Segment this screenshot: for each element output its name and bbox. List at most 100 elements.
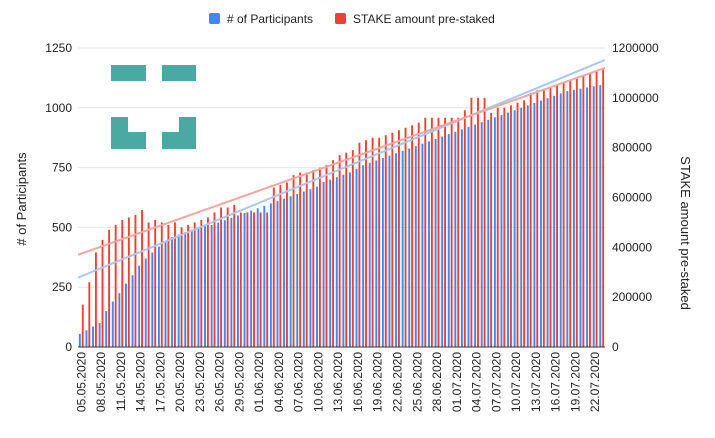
y-left-tick-label: 250 [52, 280, 72, 294]
bar-participants [520, 107, 523, 347]
bar-stake [430, 117, 433, 348]
x-tick-label: 11.05.2020 [114, 352, 128, 411]
bar-participants [329, 179, 332, 347]
legend-swatch-participants [209, 13, 220, 24]
bar-participants [586, 87, 589, 347]
bar-stake [134, 214, 137, 347]
x-tick-label: 28.06.2020 [430, 352, 444, 412]
legend-label-participants: # of Participants [227, 12, 313, 26]
bar-participants [579, 88, 582, 347]
y-right-tick-label: 1200000 [612, 41, 659, 55]
bar-stake [509, 105, 512, 347]
bar-stake [253, 212, 255, 347]
bar-stake [516, 102, 519, 347]
bar-stake [88, 282, 91, 347]
bar-stake [154, 219, 157, 347]
bar-stake [108, 229, 111, 347]
bar-participants [395, 153, 397, 347]
x-tick-label: 13.06.2020 [331, 352, 345, 412]
bar-participants [289, 196, 292, 347]
bar-participants [375, 160, 378, 347]
x-tick-label: 26.05.2020 [213, 352, 227, 412]
bar-stake [351, 150, 354, 347]
bar-participants [513, 110, 516, 347]
x-tick-label: 29.05.2020 [232, 352, 246, 412]
bar-stake [582, 75, 585, 348]
y-right-tick-label: 400000 [612, 240, 652, 254]
y-left-tick-label: 1000 [45, 101, 72, 115]
bar-stake [404, 127, 407, 347]
trendline-participants [77, 59, 606, 279]
bar-stake [325, 165, 328, 347]
x-tick-label: 19.06.2020 [371, 352, 385, 412]
bar-participants [335, 177, 338, 347]
bar-stake [529, 92, 532, 347]
bar-participants [283, 198, 286, 347]
y-axis-right-ticks: 0 200000 400000 600000 800000 1000000 1200000 [612, 41, 659, 354]
bar-participants [236, 215, 239, 347]
bar-participants [441, 136, 444, 347]
bar-stake [292, 175, 295, 347]
bar-stake [371, 137, 374, 347]
bar-stake [239, 212, 242, 347]
bar-participants [401, 150, 404, 347]
gridlines [78, 47, 605, 288]
bar-stake [490, 112, 493, 348]
bar-stake [589, 72, 591, 348]
bar-stake [101, 239, 104, 347]
x-tick-label: 16.07.2020 [549, 352, 563, 412]
bar-participants [480, 122, 483, 347]
bar-participants [428, 141, 430, 347]
bar-stake [167, 224, 170, 347]
bar-participants [592, 86, 595, 347]
bar-participants [276, 201, 279, 347]
bar-participants [111, 301, 114, 347]
bar-stake [286, 182, 288, 347]
y-right-tick-label: 0 [612, 340, 619, 354]
bar-stake [279, 185, 282, 347]
bar-stake [503, 107, 506, 347]
bar-participants [546, 98, 549, 348]
bar-participants [256, 208, 259, 347]
bar-stake [187, 224, 190, 347]
bar-stake [457, 117, 460, 348]
legend: # of Participants STAKE amount pre-stake… [209, 12, 495, 26]
bar-participants [85, 330, 88, 347]
bar-stake [542, 90, 545, 347]
bar-stake [391, 132, 394, 347]
x-tick-label: 20.05.2020 [173, 352, 187, 412]
x-tick-label: 10.07.2020 [509, 352, 523, 412]
x-tick-label: 01.06.2020 [252, 352, 266, 412]
x-tick-label: 05.05.2020 [74, 352, 88, 412]
bar-participants [263, 205, 266, 347]
bar-participants [368, 162, 371, 347]
bar-stake [127, 217, 130, 347]
bar-participants [184, 232, 187, 347]
bar-participants [434, 138, 437, 347]
y-right-tick-label: 200000 [612, 290, 652, 304]
bar-participants [250, 210, 253, 347]
bar-stake [259, 212, 262, 347]
x-tick-label: 14.05.2020 [134, 352, 148, 412]
trendlines [77, 59, 606, 279]
bar-participants [164, 241, 167, 347]
bar-stake [272, 187, 275, 347]
y-right-tick-label: 600000 [612, 191, 652, 205]
bar-stake [562, 82, 565, 347]
bar-stake [569, 80, 572, 348]
bar-participants [217, 222, 220, 347]
bar-stake [411, 125, 414, 347]
bar-participants [421, 143, 424, 347]
bar-stake [602, 67, 605, 347]
bar-participants [408, 148, 411, 347]
bar-participants [500, 114, 503, 347]
bar-participants [105, 311, 108, 347]
bar-participants [342, 174, 345, 347]
bar-participants [171, 236, 174, 347]
bar-stake [477, 97, 479, 347]
bar-participants [566, 91, 569, 347]
bar-stake [463, 110, 466, 348]
bar-participants [348, 172, 351, 347]
bar-participants [151, 252, 154, 347]
bar-stake [94, 252, 97, 347]
